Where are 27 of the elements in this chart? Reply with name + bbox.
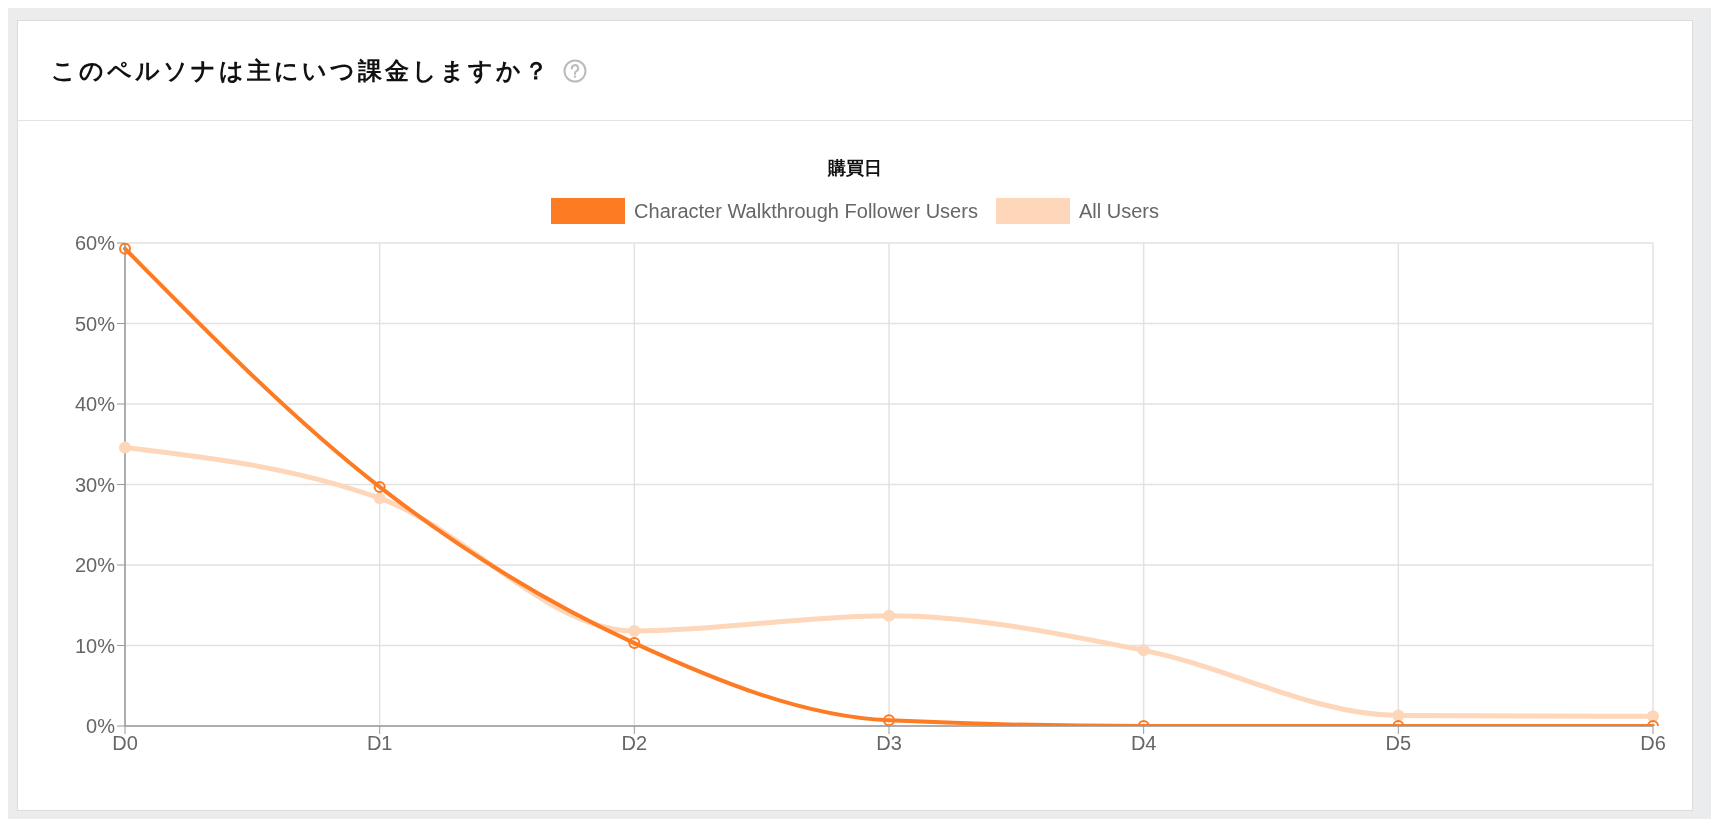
point xyxy=(373,492,386,505)
legend-label: All Users xyxy=(1078,199,1159,223)
point xyxy=(883,714,895,726)
y-tick-label: 10% xyxy=(74,634,116,657)
y-tick-label: 20% xyxy=(74,554,116,577)
y-tick-label: 30% xyxy=(74,473,116,496)
point xyxy=(1647,710,1659,723)
x-tick-label: D3 xyxy=(876,732,902,755)
point xyxy=(628,625,641,638)
chart-title: このペルソナは主にいつ課金しますか？ xyxy=(51,55,551,87)
point xyxy=(628,637,641,650)
y-tick-label: 40% xyxy=(74,393,116,416)
x-tick-label: D0 xyxy=(112,732,138,755)
point xyxy=(883,609,895,622)
point xyxy=(373,480,386,493)
x-tick-label: D2 xyxy=(621,732,648,755)
x-tick-label: D4 xyxy=(1130,732,1157,755)
x-tick-label: D5 xyxy=(1385,732,1412,755)
point xyxy=(119,441,131,454)
point xyxy=(1392,709,1405,722)
chart-subtitle: 購買日 xyxy=(827,156,883,180)
x-tick-label: D6 xyxy=(1640,732,1666,755)
x-tick-label: D1 xyxy=(366,732,393,755)
point xyxy=(1137,644,1150,657)
y-tick-label: 50% xyxy=(74,312,116,335)
legend-label: Character Walkthrough Follower Users xyxy=(634,199,978,223)
y-tick-label: 60% xyxy=(74,232,116,255)
